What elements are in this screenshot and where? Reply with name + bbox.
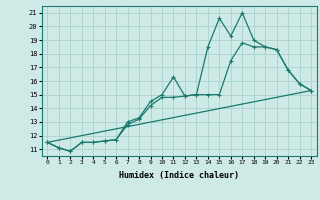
X-axis label: Humidex (Indice chaleur): Humidex (Indice chaleur)	[119, 171, 239, 180]
